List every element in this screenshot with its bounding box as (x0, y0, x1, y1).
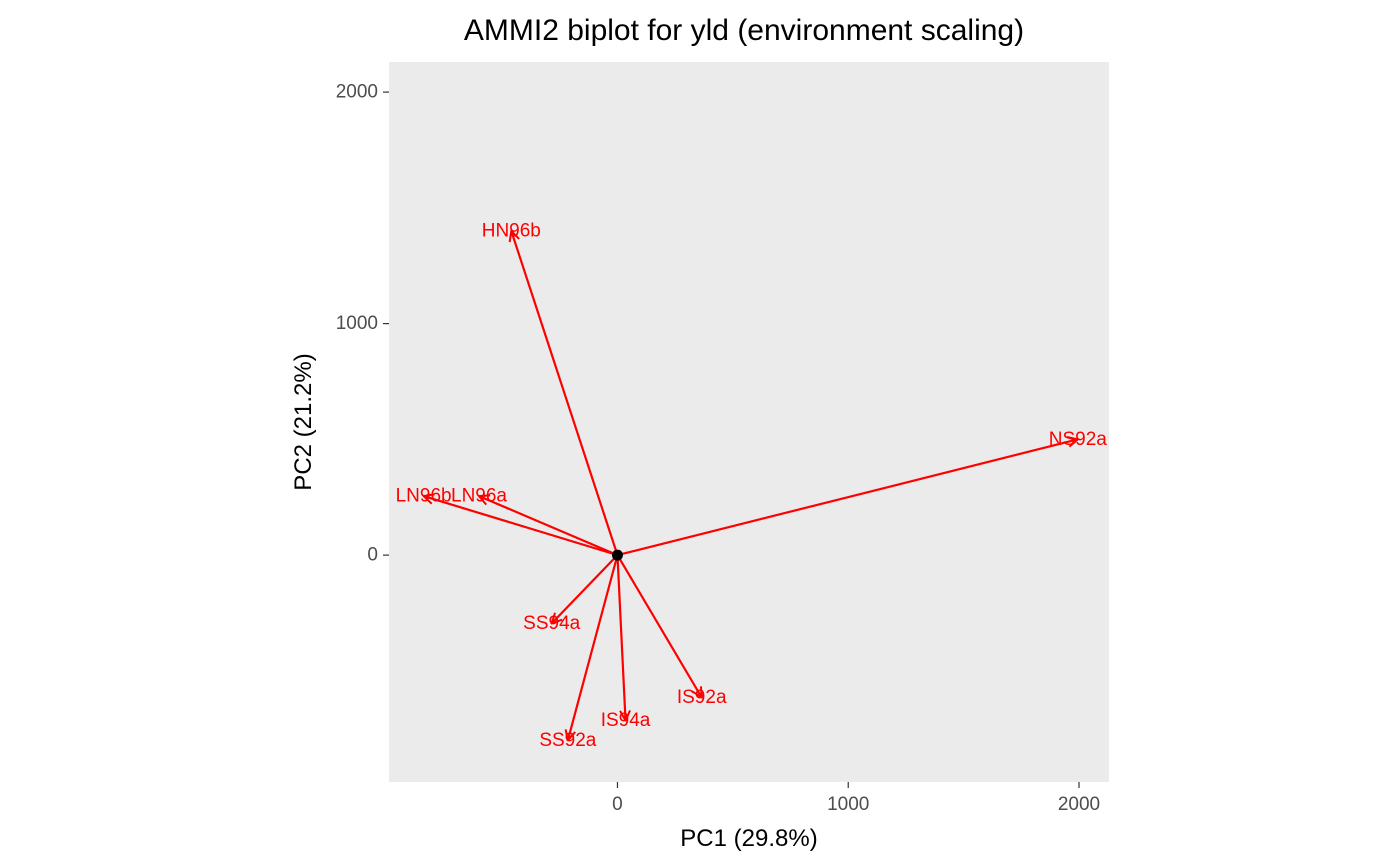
label-ln96a: LN96a (451, 486, 507, 507)
x-tick-label: 2000 (1058, 794, 1100, 815)
environment-arrows (424, 231, 1078, 740)
chart-title: AMMI2 biplot for yld (environment scalin… (464, 14, 1024, 47)
arrow-is92a (616, 554, 701, 697)
y-tick-label: 2000 (336, 82, 378, 103)
x-tick-label: 1000 (827, 794, 869, 815)
y-axis-title: PC2 (21.2%) (290, 353, 317, 490)
y-tick-label: 0 (367, 545, 378, 566)
arrow-ln96b (424, 496, 618, 557)
arrow-ss94a (552, 554, 619, 623)
x-tick-label: 0 (612, 794, 623, 815)
arrow-ns92a (617, 439, 1077, 557)
label-hn96b: HN96b (482, 221, 541, 242)
label-is92a: IS92a (677, 687, 727, 708)
arrow-hn96b (511, 231, 619, 556)
label-ns92a: NS92a (1049, 429, 1108, 450)
origin-point (611, 549, 623, 561)
arrow-is94a (616, 555, 625, 721)
arrow-ln96a (479, 496, 618, 557)
arrow-ss92a (568, 554, 619, 740)
label-ln96b: LN96b (396, 486, 452, 507)
label-is94a: IS94a (601, 710, 651, 731)
y-axis: 0 1000 2000 (336, 82, 389, 566)
plot-panel (389, 62, 1109, 782)
y-tick-label: 1000 (336, 313, 378, 334)
label-ss94a: SS94a (523, 613, 580, 634)
x-axis: 0 1000 2000 (612, 782, 1100, 815)
x-axis-title: PC1 (29.8%) (680, 825, 817, 852)
label-ss92a: SS92a (539, 730, 596, 751)
